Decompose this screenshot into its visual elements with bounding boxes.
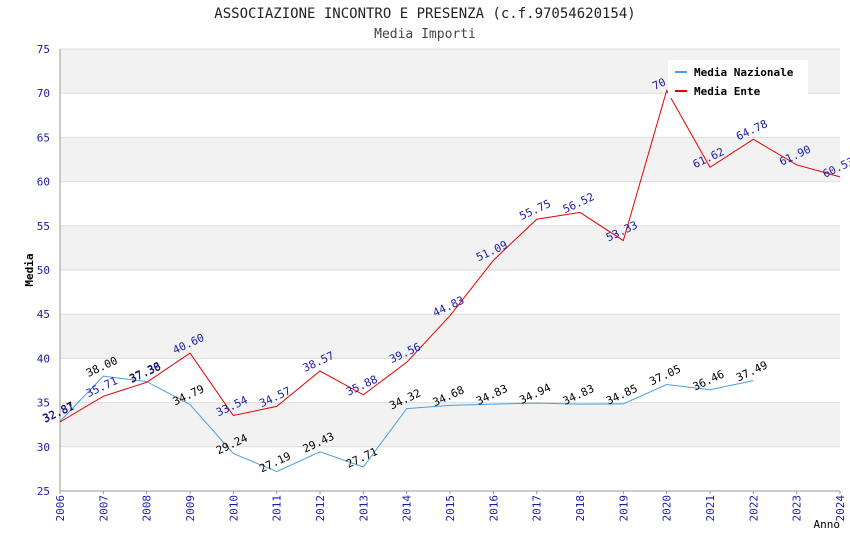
chart-title: ASSOCIAZIONE INCONTRO E PRESENZA (c.f.97… [214, 6, 636, 22]
y-tick-label: 40 [37, 352, 50, 365]
x-tick-label: 2008 [141, 495, 154, 522]
x-tick-label: 2015 [444, 495, 457, 522]
y-axis-label: Media [23, 253, 36, 286]
legend-box [668, 60, 808, 98]
x-tick-label: 2013 [357, 495, 370, 522]
x-tick-label: 2009 [184, 495, 197, 522]
x-tick-label: 2012 [314, 495, 327, 522]
x-tick-label: 2020 [661, 495, 674, 522]
y-tick-label: 35 [37, 397, 50, 410]
y-tick-label: 60 [37, 176, 50, 189]
background-band [60, 358, 840, 403]
legend: Media Nazionale Media Ente [668, 60, 808, 98]
x-tick-label: 2014 [401, 495, 414, 522]
background-band [60, 181, 840, 226]
x-tick-label: 2016 [487, 495, 500, 521]
legend-entry: Media Nazionale [694, 66, 794, 79]
y-tick-label: 65 [37, 131, 50, 144]
background-bands [60, 49, 840, 491]
series-lines [59, 89, 841, 473]
background-band [60, 270, 840, 315]
x-tick-label: 2021 [704, 495, 717, 522]
legend-entry: Media Ente [694, 85, 761, 98]
background-band [60, 446, 840, 491]
y-tick-label: 25 [37, 485, 50, 498]
background-band [60, 402, 840, 447]
series-line-media-nazionale [59, 375, 754, 473]
x-tick-label: 2011 [271, 495, 284, 522]
series-line-media-ente [59, 89, 841, 423]
x-tick-label: 2010 [227, 495, 240, 522]
x-tick-label: 2023 [791, 495, 804, 522]
y-tick-labels: 25 30 35 40 45 50 55 60 65 70 75 [37, 43, 50, 498]
background-band [60, 225, 840, 270]
x-tick-labels: 2006 2007 2008 2009 2010 2011 2012 2013 2014 2015… [54, 491, 847, 522]
y-tick-label: 55 [37, 220, 50, 233]
x-tick-label: 2024 [834, 495, 847, 522]
y-tick-label: 50 [37, 264, 50, 277]
x-axis-label: Anno [814, 518, 841, 531]
x-tick-label: 2018 [574, 495, 587, 522]
y-tick-label: 75 [37, 43, 50, 56]
x-tick-label: 2007 [97, 495, 110, 522]
x-tick-label: 2019 [617, 495, 630, 522]
x-tick-label: 2006 [54, 495, 67, 522]
y-tick-label: 45 [37, 308, 50, 321]
background-band [60, 137, 840, 182]
y-tick-label: 70 [37, 87, 50, 100]
y-tick-label: 30 [37, 441, 50, 454]
background-band [60, 93, 840, 138]
x-tick-label: 2017 [531, 495, 544, 522]
chart-subtitle: Media Importi [374, 27, 476, 42]
background-band [60, 314, 840, 359]
x-tick-label: 2022 [747, 495, 760, 522]
